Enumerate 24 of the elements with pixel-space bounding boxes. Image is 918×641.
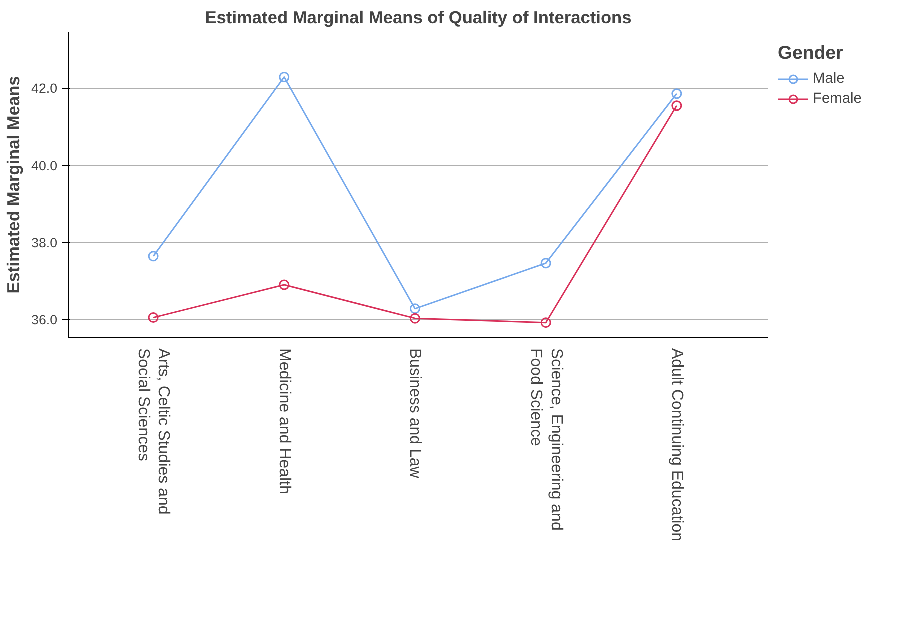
point <box>672 88 682 100</box>
x-tick-label: Adult Continuing Education <box>668 348 686 542</box>
legend-label: Male <box>813 71 845 87</box>
point <box>410 313 420 324</box>
point <box>279 280 290 290</box>
y-axis-title: Estimated Marginal Means <box>4 76 24 294</box>
point <box>540 258 552 269</box>
legend-label: Female <box>813 91 862 107</box>
point <box>672 100 682 112</box>
y-tick-label: 36.0 <box>32 312 58 328</box>
y-tick-label: 38.0 <box>32 236 58 251</box>
chart-title: Estimated Marginal Means of Quality of Interactions <box>205 8 632 28</box>
y-tick-label: 40.0 <box>32 158 58 174</box>
point <box>279 72 290 83</box>
x-tick-label: Arts, Celtic Studies and Social Sciences <box>134 348 172 515</box>
y-tick-label: 42.0 <box>32 81 58 96</box>
x-tick-label: Medicine and Health <box>276 348 293 494</box>
x-tick-label: Science, Engineering and Food Science <box>527 348 565 531</box>
point <box>148 312 159 324</box>
x-tick-label: Business and Law <box>406 348 424 479</box>
legend-title: Gender <box>778 42 844 64</box>
point <box>148 251 159 262</box>
point <box>410 304 420 314</box>
point <box>540 318 552 328</box>
